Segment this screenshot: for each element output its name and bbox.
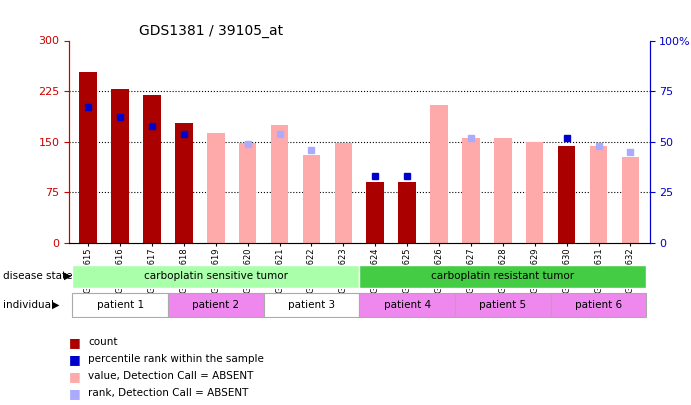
- Text: patient 2: patient 2: [192, 300, 239, 310]
- Bar: [366, 182, 384, 243]
- Text: patient 5: patient 5: [480, 300, 527, 310]
- Text: disease state: disease state: [3, 271, 73, 281]
- Text: individual: individual: [3, 300, 55, 309]
- Bar: [168, 293, 264, 317]
- Bar: [494, 139, 511, 243]
- Bar: [399, 182, 416, 243]
- Bar: [73, 293, 168, 317]
- Bar: [175, 123, 193, 243]
- Text: count: count: [88, 337, 118, 347]
- Bar: [79, 72, 97, 243]
- Bar: [589, 147, 607, 243]
- Text: carboplatin resistant tumor: carboplatin resistant tumor: [431, 271, 574, 281]
- Bar: [264, 293, 359, 317]
- Bar: [558, 147, 576, 243]
- Bar: [359, 264, 646, 288]
- Bar: [622, 157, 639, 243]
- Text: ▶: ▶: [64, 271, 72, 281]
- Bar: [73, 264, 359, 288]
- Bar: [526, 142, 544, 243]
- Text: ■: ■: [69, 336, 81, 349]
- Bar: [303, 155, 320, 243]
- Bar: [334, 143, 352, 243]
- Text: carboplatin sensitive tumor: carboplatin sensitive tumor: [144, 271, 288, 281]
- Bar: [271, 125, 288, 243]
- Text: patient 1: patient 1: [97, 300, 144, 310]
- Text: percentile rank within the sample: percentile rank within the sample: [88, 354, 265, 364]
- Bar: [430, 104, 448, 243]
- Bar: [551, 293, 646, 317]
- Text: patient 6: patient 6: [575, 300, 622, 310]
- Bar: [143, 94, 161, 243]
- Bar: [239, 143, 256, 243]
- Bar: [359, 293, 455, 317]
- Bar: [207, 133, 225, 243]
- Bar: [462, 139, 480, 243]
- Text: ■: ■: [69, 353, 81, 366]
- Text: value, Detection Call = ABSENT: value, Detection Call = ABSENT: [88, 371, 254, 381]
- Text: GDS1381 / 39105_at: GDS1381 / 39105_at: [139, 24, 283, 38]
- Text: ■: ■: [69, 370, 81, 383]
- Text: patient 3: patient 3: [288, 300, 335, 310]
- Text: ▶: ▶: [52, 300, 59, 309]
- Text: patient 4: patient 4: [384, 300, 430, 310]
- Bar: [111, 89, 129, 243]
- Bar: [455, 293, 551, 317]
- Text: rank, Detection Call = ABSENT: rank, Detection Call = ABSENT: [88, 388, 249, 398]
- Text: ■: ■: [69, 387, 81, 400]
